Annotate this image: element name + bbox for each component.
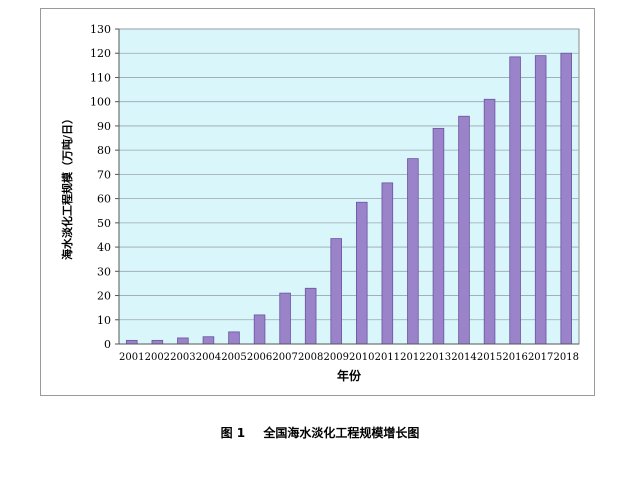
x-tick-label: 2001 bbox=[119, 352, 144, 363]
bar bbox=[126, 339, 138, 345]
y-tick-label: 80 bbox=[97, 144, 111, 157]
y-tick-label: 0 bbox=[104, 338, 111, 351]
plot-area bbox=[118, 28, 580, 345]
y-tick-label: 40 bbox=[97, 241, 111, 254]
x-tick-label: 2018 bbox=[553, 352, 578, 363]
x-tick-label: 2009 bbox=[323, 352, 348, 363]
bar bbox=[202, 336, 215, 345]
x-tick-label: 2016 bbox=[502, 352, 527, 363]
bar bbox=[407, 158, 419, 345]
y-tick-label: 70 bbox=[97, 168, 111, 181]
bar bbox=[483, 98, 496, 345]
bar bbox=[151, 339, 164, 345]
x-tick-label: 2011 bbox=[375, 352, 400, 363]
x-tick-label: 2010 bbox=[349, 352, 374, 363]
bar bbox=[432, 127, 445, 345]
x-tick-label: 2002 bbox=[145, 352, 170, 363]
x-tick-label: 2012 bbox=[400, 352, 425, 363]
y-tick-label: 50 bbox=[97, 217, 111, 230]
bar bbox=[509, 56, 521, 345]
figure-title: 全国海水淡化工程规模增长图 bbox=[263, 426, 420, 440]
bar bbox=[458, 115, 470, 345]
y-tick-label: 60 bbox=[97, 193, 111, 206]
chart-frame: 0 10 20 30 40 50 60 70 80 90 100 110 120 130 2001 2002 2… bbox=[40, 8, 595, 396]
figure-caption: 图 1 全国海水淡化工程规模增长图 bbox=[0, 424, 640, 441]
x-tick-label: 2006 bbox=[247, 352, 272, 363]
figure-number: 图 1 bbox=[220, 426, 246, 440]
bar bbox=[330, 238, 342, 345]
y-tick-label: 110 bbox=[90, 71, 111, 84]
y-tick-label: 10 bbox=[97, 314, 111, 327]
y-tick-label: 30 bbox=[97, 265, 111, 278]
bar bbox=[177, 337, 189, 345]
y-axis-label: 海水淡化工程规模（万吨/日） bbox=[60, 113, 74, 260]
y-tick-label: 20 bbox=[97, 290, 111, 303]
bar bbox=[228, 331, 240, 345]
y-tick-label: 100 bbox=[90, 96, 111, 109]
bar bbox=[560, 52, 572, 345]
y-tick-label: 90 bbox=[97, 120, 111, 133]
bar bbox=[534, 55, 547, 345]
x-tick-label: 2013 bbox=[426, 352, 451, 363]
x-tick-label: 2015 bbox=[477, 352, 502, 363]
x-axis-label: 年份 bbox=[337, 368, 362, 383]
bar bbox=[381, 182, 394, 345]
x-tick-label: 2017 bbox=[528, 352, 553, 363]
y-tick-label: 130 bbox=[90, 23, 111, 36]
x-tick-label: 2004 bbox=[196, 352, 221, 363]
x-tick-label: 2007 bbox=[272, 352, 297, 363]
bar bbox=[253, 314, 266, 345]
bar bbox=[304, 287, 317, 345]
x-tick-label: 2008 bbox=[298, 352, 323, 363]
y-tick-label: 120 bbox=[90, 47, 111, 60]
bar bbox=[279, 292, 291, 345]
x-tick-label: 2005 bbox=[221, 352, 246, 363]
x-tick-label: 2003 bbox=[170, 352, 195, 363]
x-tick-label: 2014 bbox=[451, 352, 476, 363]
bar bbox=[356, 201, 368, 345]
